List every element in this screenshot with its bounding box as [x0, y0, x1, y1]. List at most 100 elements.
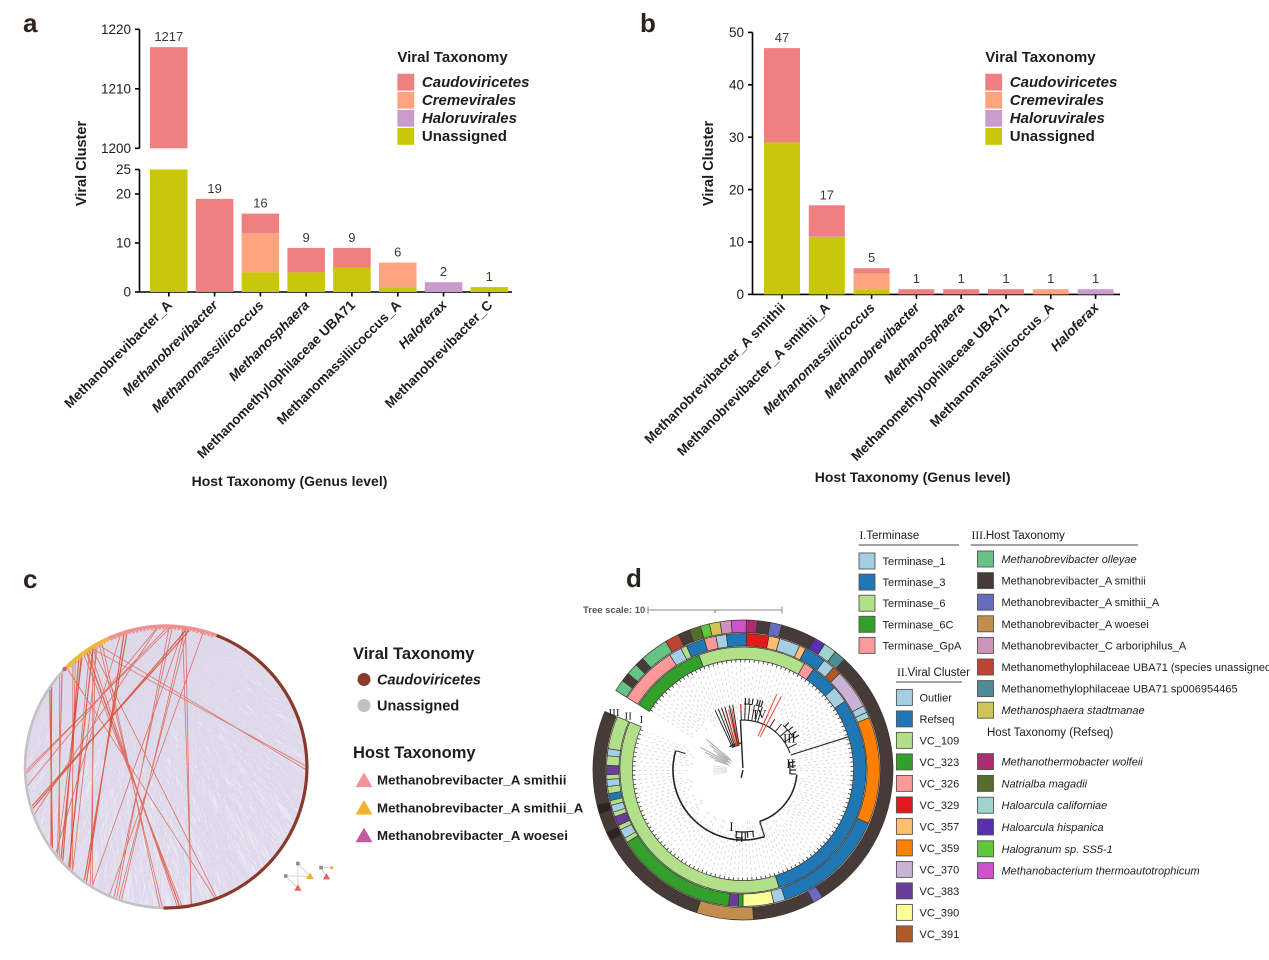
svg-text:c: c	[23, 564, 37, 594]
svg-text:30: 30	[729, 130, 744, 145]
svg-text:d: d	[626, 563, 642, 593]
svg-text:6: 6	[394, 245, 401, 260]
svg-text:Viral Cluster: Viral Cluster	[74, 121, 90, 207]
svg-text:Viral Taxonomy: Viral Taxonomy	[397, 49, 508, 66]
svg-text:Terminase_3: Terminase_3	[883, 577, 946, 589]
svg-text:Methanobrevibacter_C arboriphi: Methanobrevibacter_C arboriphilus_A	[1002, 640, 1187, 652]
svg-text:Methanobrevibacter_A woesei: Methanobrevibacter_A woesei	[377, 828, 568, 843]
svg-text:I: I	[729, 820, 733, 834]
svg-text:VC_326: VC_326	[920, 778, 960, 790]
svg-text:Methanobrevibacter olleyae: Methanobrevibacter olleyae	[1002, 554, 1137, 566]
svg-text:0: 0	[123, 285, 131, 300]
svg-text:VC_329: VC_329	[920, 800, 960, 812]
svg-text:47: 47	[775, 30, 789, 45]
svg-text:10: 10	[116, 236, 131, 251]
svg-text:1: 1	[1047, 271, 1054, 286]
svg-text:Haloarcula californiae: Haloarcula californiae	[1002, 800, 1108, 812]
svg-text:20: 20	[116, 187, 131, 202]
svg-text:VC_391: VC_391	[920, 929, 960, 941]
svg-text:Viral Taxonomy: Viral Taxonomy	[985, 49, 1096, 66]
svg-text:Methanobrevibacter_A smithii: Methanobrevibacter_A smithii	[1002, 576, 1146, 588]
svg-text:VC_357: VC_357	[920, 821, 960, 833]
svg-text:a: a	[23, 8, 38, 38]
svg-text:9: 9	[302, 230, 309, 245]
svg-text:Caudoviricetes: Caudoviricetes	[422, 74, 530, 91]
svg-text:II.Viral Cluster: II.Viral Cluster	[897, 667, 970, 679]
svg-text:VC_370: VC_370	[920, 864, 960, 876]
svg-text:Terminase_6: Terminase_6	[883, 598, 946, 610]
svg-text:VC_323: VC_323	[920, 757, 960, 769]
svg-text:II: II	[786, 757, 794, 771]
svg-text:5: 5	[868, 250, 875, 265]
svg-text:17: 17	[820, 187, 834, 202]
svg-text:Terminase_GpA: Terminase_GpA	[883, 640, 963, 652]
svg-text:1210: 1210	[101, 82, 131, 97]
svg-text:25: 25	[116, 162, 131, 177]
svg-text:Host Taxonomy: Host Taxonomy	[353, 744, 476, 762]
svg-text:b: b	[640, 8, 656, 38]
svg-text:1220: 1220	[101, 22, 131, 37]
svg-text:Terminase_6C: Terminase_6C	[883, 619, 954, 631]
svg-text:Natrialba magadii: Natrialba magadii	[1002, 778, 1088, 790]
svg-text:Terminase_1: Terminase_1	[883, 556, 946, 568]
svg-text:Methanomethylophilaceae UBA71: Methanomethylophilaceae UBA71	[848, 300, 1012, 464]
svg-text:Methanothermobacter wolfeii: Methanothermobacter wolfeii	[1002, 757, 1144, 769]
svg-text:Unassigned: Unassigned	[422, 128, 507, 145]
svg-text:1217: 1217	[154, 29, 183, 44]
svg-text:Methanobacterium thermoautotro: Methanobacterium thermoautotrophicum	[1002, 866, 1200, 878]
svg-text:VC_359: VC_359	[920, 843, 960, 855]
svg-text:1: 1	[1092, 271, 1099, 286]
svg-text:10: 10	[729, 235, 744, 250]
svg-text:Haloferax: Haloferax	[1048, 300, 1102, 354]
svg-text:I.Terminase: I.Terminase	[860, 530, 920, 542]
svg-text:1: 1	[913, 271, 920, 286]
svg-text:Methanobrevibacter_A smithii_A: Methanobrevibacter_A smithii_A	[1002, 597, 1160, 609]
svg-text:16: 16	[253, 196, 267, 211]
svg-text:Methanomethylophilaceae UBA71: Methanomethylophilaceae UBA71 sp00695446…	[1002, 684, 1238, 696]
svg-text:Cremevirales: Cremevirales	[422, 92, 516, 109]
svg-text:0: 0	[736, 287, 744, 302]
svg-text:1200: 1200	[101, 141, 131, 156]
svg-text:IV: IV	[753, 708, 766, 722]
svg-text:Caudoviricetes: Caudoviricetes	[1010, 74, 1118, 91]
svg-text:20: 20	[729, 182, 744, 197]
svg-text:II: II	[625, 711, 633, 723]
svg-text:Viral Cluster: Viral Cluster	[701, 121, 717, 207]
svg-text:Viral Taxonomy: Viral Taxonomy	[353, 645, 475, 663]
svg-text:Refseq: Refseq	[920, 714, 955, 726]
svg-text:50: 50	[729, 25, 744, 40]
svg-text:Methanobrevibacter_A smithii: Methanobrevibacter_A smithii	[377, 773, 566, 788]
svg-text:VC_109: VC_109	[920, 735, 960, 747]
svg-text:Methanobrevibacter_A smithii_A: Methanobrevibacter_A smithii_A	[377, 800, 584, 815]
svg-text:19: 19	[207, 181, 221, 196]
svg-text:40: 40	[729, 78, 744, 93]
svg-text:III: III	[783, 732, 796, 746]
svg-text:Haloruvirales: Haloruvirales	[1010, 110, 1105, 127]
svg-text:III: III	[609, 707, 620, 719]
svg-text:Unassigned: Unassigned	[1010, 128, 1095, 145]
svg-text:Host Taxonomy (Genus level): Host Taxonomy (Genus level)	[192, 473, 388, 489]
svg-text:1: 1	[958, 271, 965, 286]
svg-text:III.Host Taxonomy: III.Host Taxonomy	[972, 530, 1066, 542]
svg-text:Unassigned: Unassigned	[377, 699, 459, 715]
svg-text:Cremevirales: Cremevirales	[1010, 92, 1104, 109]
svg-text:Methanosphaera stadtmanae: Methanosphaera stadtmanae	[1002, 705, 1145, 717]
svg-text:Haloarcula hispanica: Haloarcula hispanica	[1002, 822, 1104, 834]
svg-text:VC_390: VC_390	[920, 907, 960, 919]
svg-text:9: 9	[348, 230, 355, 245]
svg-text:Outlier: Outlier	[920, 692, 953, 704]
svg-text:1: 1	[486, 269, 493, 284]
svg-text:I: I	[640, 714, 644, 726]
svg-text:Caudoviricetes: Caudoviricetes	[377, 673, 481, 689]
svg-text:Haloruvirales: Haloruvirales	[422, 110, 517, 127]
svg-text:Halogranum sp. SS5-1: Halogranum sp. SS5-1	[1002, 844, 1113, 856]
svg-text:Host Taxonomy (Refseq): Host Taxonomy (Refseq)	[987, 727, 1114, 739]
svg-text:Methanosphaera: Methanosphaera	[881, 300, 968, 387]
svg-text:VC_383: VC_383	[920, 886, 960, 898]
svg-text:Tree scale: 10: Tree scale: 10	[583, 605, 645, 616]
svg-text:2: 2	[440, 264, 447, 279]
svg-text:Methanobrevibacter_A woesei: Methanobrevibacter_A woesei	[1002, 619, 1149, 631]
svg-text:Methanomethylophilaceae UBA71: Methanomethylophilaceae UBA71 (species u…	[1002, 662, 1269, 674]
svg-text:Methanosphaera: Methanosphaera	[226, 297, 313, 384]
svg-text:Host Taxonomy (Genus level): Host Taxonomy (Genus level)	[815, 469, 1011, 485]
